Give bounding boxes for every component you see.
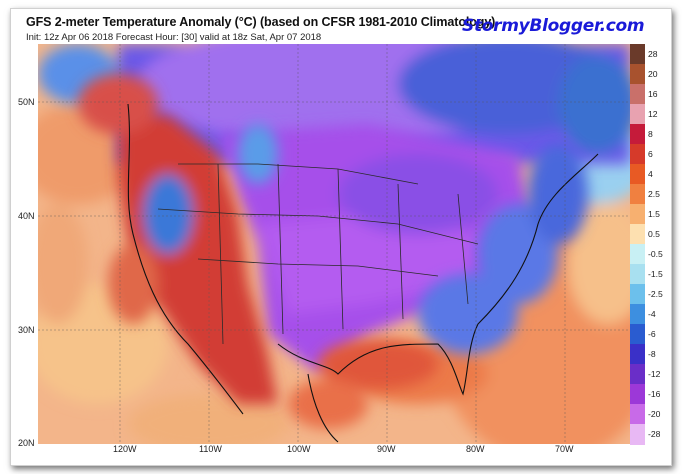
lon-label-90w: 90W — [377, 444, 396, 454]
colorbar-label: 16 — [648, 88, 658, 99]
colorbar-segment — [630, 264, 645, 285]
colorbar-label: 0.5 — [648, 228, 660, 239]
colorbar-segment — [630, 364, 645, 385]
forecast-info: Init: 12z Apr 06 2018 Forecast Hour: [30… — [26, 32, 322, 43]
colorbar-label: -0.5 — [648, 248, 663, 259]
lat-label-30n: 30N — [18, 325, 35, 335]
colorbar-label: 28 — [648, 48, 658, 59]
colorbar-segment — [630, 224, 645, 245]
lon-label-70w: 70W — [555, 444, 574, 454]
colorbar-label: -6 — [648, 328, 656, 339]
lat-label-50n: 50N — [18, 97, 35, 107]
colorbar-segment — [630, 384, 645, 405]
colorbar-segment — [630, 64, 645, 85]
colorbar-segment — [630, 104, 645, 125]
colorbar-label: -28 — [648, 428, 661, 439]
colorbar-segment — [630, 204, 645, 225]
colorbar-label: -2.5 — [648, 288, 663, 299]
colorbar-segment — [630, 424, 645, 445]
colorbar-label: -4 — [648, 308, 656, 319]
colorbar-label: -20 — [648, 408, 661, 419]
colorbar-segment — [630, 124, 645, 145]
colorbar-segment — [630, 144, 645, 165]
brand-logo[interactable]: StormyBlogger.com — [462, 16, 645, 36]
colorbar-segment — [630, 304, 645, 325]
map-title: GFS 2-meter Temperature Anomaly (°C) (ba… — [26, 15, 496, 29]
colorbar-label: 8 — [648, 128, 653, 139]
lon-label-120w: 120W — [113, 444, 137, 454]
lon-label-110w: 110W — [199, 444, 222, 454]
colorbar-label: 4 — [648, 168, 653, 179]
temperature-anomaly-map — [38, 44, 630, 444]
colorbar-segment — [630, 284, 645, 305]
cold-core — [218, 124, 538, 374]
colorbar-label: -8 — [648, 348, 656, 359]
lat-label-40n: 40N — [18, 211, 35, 221]
coastlines — [127, 103, 599, 443]
lon-label-80w: 80W — [466, 444, 485, 454]
colorbar-segment — [630, 244, 645, 265]
colorbar-label: -12 — [648, 368, 661, 379]
colorbar-segment — [630, 344, 645, 365]
colorbar-segment — [630, 164, 645, 185]
lat-label-20n: 20N — [18, 438, 35, 448]
colorbar-label: -16 — [648, 388, 661, 399]
colorbar-segment — [630, 184, 645, 205]
colorbar-segment — [630, 44, 645, 65]
colorbar-label: 6 — [648, 148, 653, 159]
gulf-warm — [288, 339, 438, 429]
colorbar-label: 2.5 — [648, 188, 660, 199]
colorbar-segment — [630, 324, 645, 345]
colorbar — [630, 44, 645, 445]
colorbar-label: 12 — [648, 108, 658, 119]
colorbar-segment — [630, 404, 645, 425]
colorbar-label: 1.5 — [648, 208, 660, 219]
colorbar-segment — [630, 84, 645, 105]
colorbar-label: -1.5 — [648, 268, 663, 279]
colorbar-label: 20 — [648, 68, 658, 79]
southeast-cool — [418, 144, 588, 354]
lon-label-100w: 100W — [287, 444, 311, 454]
graticule — [38, 44, 630, 444]
